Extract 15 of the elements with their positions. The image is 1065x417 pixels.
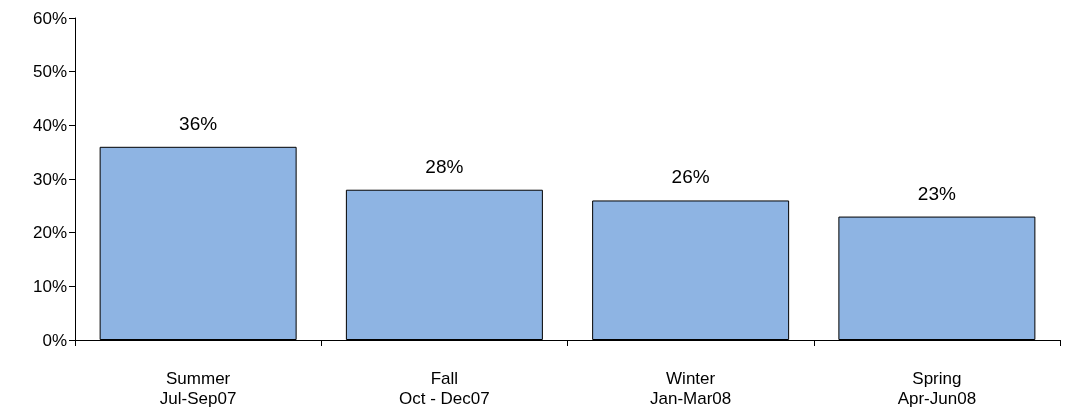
data-label: 28% [425, 155, 464, 177]
data-label: 26% [671, 166, 710, 188]
data-label: 23% [917, 182, 956, 204]
data-label: 36% [179, 112, 218, 134]
y-tick-label: 10% [32, 276, 67, 296]
x-tick-label: Winter Jan-Mar08 [649, 368, 732, 408]
x-tick-label: Fall Oct - Dec07 [399, 368, 490, 408]
y-tick-label: 40% [32, 115, 67, 135]
y-tick-label: 20% [32, 223, 67, 243]
x-tick-label: Summer Jul-Sep07 [159, 368, 237, 408]
x-tick-label: Spring Apr-Jun08 [897, 368, 977, 408]
y-tick-label: 50% [32, 62, 67, 82]
y-tick-label: 30% [32, 169, 67, 189]
y-tick-label: 0% [42, 330, 67, 350]
y-tick-label: 60% [32, 8, 67, 28]
